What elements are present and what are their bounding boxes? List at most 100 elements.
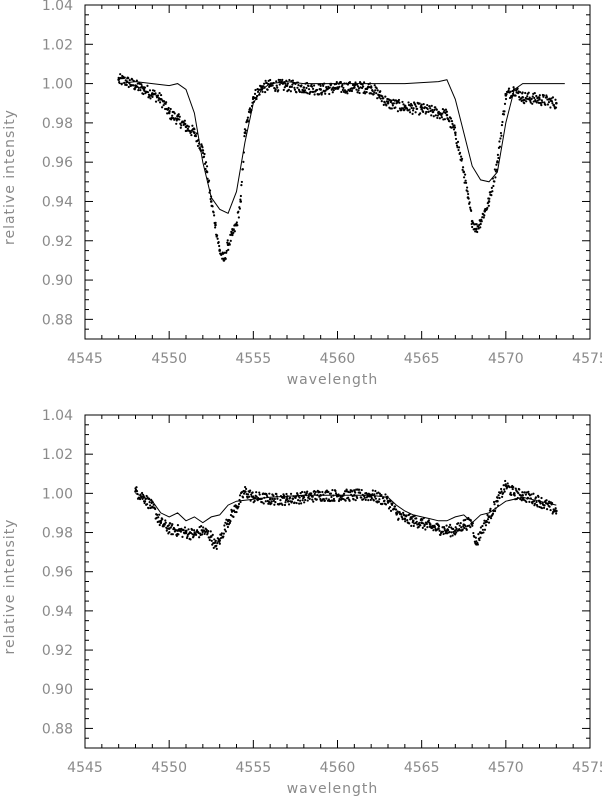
data-point: [232, 515, 235, 519]
data-point: [494, 170, 498, 173]
data-point: [356, 85, 360, 88]
data-point: [306, 499, 309, 502]
data-point: [354, 81, 357, 84]
data-point: [271, 84, 274, 87]
data-point: [532, 500, 536, 503]
data-point: [286, 82, 289, 85]
x-tick-label: 4545: [67, 351, 103, 367]
data-point: [359, 491, 362, 495]
data-point: [196, 144, 200, 148]
data-point: [275, 492, 278, 496]
data-point: [240, 184, 243, 187]
data-point: [532, 492, 535, 495]
data-point: [199, 149, 203, 153]
data-point: [271, 497, 274, 501]
y-tick-label: 0.88: [42, 721, 73, 737]
data-point: [184, 122, 187, 126]
data-point: [261, 501, 264, 504]
data-point: [472, 531, 475, 535]
data-point: [128, 79, 131, 82]
data-point: [491, 177, 494, 180]
data-point: [146, 84, 149, 87]
data-point: [288, 78, 291, 82]
data-point: [280, 80, 283, 83]
data-point: [446, 529, 450, 532]
data-point: [140, 85, 143, 88]
data-point: [239, 198, 242, 201]
data-point: [545, 95, 549, 99]
data-point: [289, 492, 293, 495]
data-point: [502, 484, 505, 487]
data-point: [427, 110, 430, 113]
data-point: [488, 509, 492, 512]
data-point: [545, 508, 549, 511]
data-point: [246, 116, 250, 119]
data-point: [376, 97, 379, 100]
data-point: [356, 91, 359, 94]
data-point: [358, 91, 361, 95]
data-point: [254, 497, 257, 500]
data-point: [520, 97, 523, 100]
data-point: [143, 500, 147, 503]
data-point: [210, 535, 213, 538]
data-point: [444, 108, 448, 111]
data-point: [425, 522, 428, 526]
data-point: [506, 482, 509, 485]
data-point: [279, 499, 282, 502]
data-point: [408, 111, 412, 114]
data-point: [385, 104, 388, 107]
data-point: [190, 133, 193, 137]
data-point: [136, 492, 139, 496]
data-point: [390, 107, 393, 110]
data-point: [214, 221, 217, 224]
data-point: [135, 486, 138, 489]
data-point: [538, 94, 541, 97]
data-point: [136, 85, 139, 88]
data-point: [534, 496, 538, 499]
data-point: [533, 92, 536, 95]
data-point: [260, 497, 263, 501]
data-point: [298, 90, 302, 94]
data-point: [493, 180, 496, 183]
data-point: [244, 129, 248, 132]
data-point: [458, 524, 461, 527]
data-point: [461, 528, 464, 531]
data-point: [443, 527, 446, 530]
data-point: [139, 493, 142, 496]
data-point: [288, 496, 292, 499]
data-point: [305, 494, 308, 497]
data-point: [263, 86, 266, 89]
data-point: [213, 214, 216, 217]
data-point: [494, 507, 497, 510]
data-point: [408, 513, 411, 516]
y-tick-label: 1.02: [42, 37, 73, 53]
data-point: [500, 134, 503, 137]
data-point: [272, 81, 275, 85]
data-point: [204, 161, 208, 164]
data-point: [462, 170, 465, 173]
data-point: [139, 88, 142, 92]
data-point: [295, 501, 298, 505]
data-point: [372, 499, 375, 502]
data-point: [153, 89, 156, 92]
data-point: [389, 500, 392, 503]
data-point: [418, 102, 421, 105]
data-point: [218, 248, 221, 251]
data-point: [410, 517, 413, 520]
data-point: [382, 97, 385, 100]
data-point: [401, 107, 405, 110]
data-point: [463, 526, 466, 530]
data-point: [373, 495, 376, 498]
data-point: [308, 497, 311, 500]
data-point: [415, 105, 418, 108]
data-point: [212, 211, 215, 214]
data-point: [455, 527, 458, 530]
data-point: [171, 523, 174, 526]
data-point: [211, 533, 214, 537]
data-point: [487, 200, 491, 203]
data-point: [273, 497, 276, 501]
data-point: [175, 119, 178, 122]
data-point: [501, 495, 504, 498]
data-point: [220, 532, 223, 535]
data-point: [518, 95, 521, 99]
